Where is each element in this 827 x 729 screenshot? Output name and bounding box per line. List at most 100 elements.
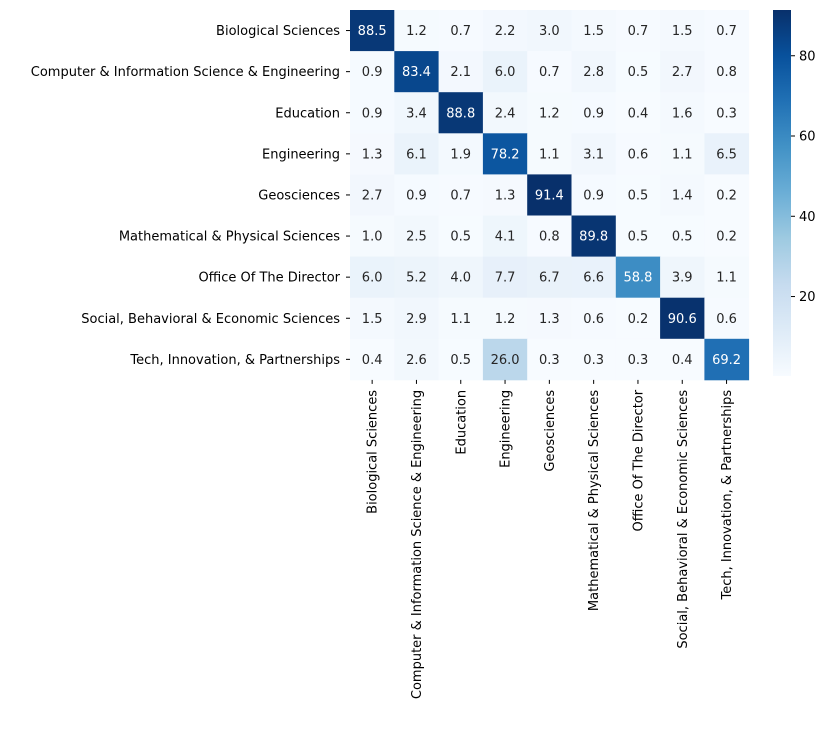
cell-value-label: 1.4 — [672, 188, 693, 203]
cell-value-label: 0.5 — [628, 230, 649, 245]
cell-value-label: 0.9 — [406, 188, 427, 203]
cell-value-label: 0.7 — [450, 24, 471, 39]
heatmap-cell — [482, 215, 528, 257]
heatmap-cell — [350, 10, 395, 52]
cell-value-label: 3.9 — [672, 271, 693, 286]
cell-value-label: 78.2 — [491, 147, 520, 162]
heatmap-cell — [660, 174, 705, 216]
heatmap-cell — [394, 174, 439, 216]
cell-value-label: 90.6 — [668, 312, 697, 327]
y-tick-label: Geosciences — [258, 188, 340, 203]
heatmap-cell — [438, 51, 484, 93]
heatmap-cell — [350, 51, 395, 93]
heatmap-cell — [571, 92, 617, 134]
cell-value-label: 6.5 — [716, 147, 737, 162]
cell-value-label: 0.8 — [539, 230, 560, 245]
heatmap-cell — [527, 51, 572, 93]
cell-value-label: 0.5 — [450, 230, 471, 245]
cell-value-label: 0.4 — [362, 353, 383, 368]
x-tick-label: Social, Behavioral & Economic Sciences — [676, 390, 691, 649]
cell-value-label: 0.2 — [716, 188, 737, 203]
cell-value-label: 1.1 — [672, 147, 693, 162]
heatmap-cell — [394, 256, 439, 299]
cell-value-label: 91.4 — [535, 188, 564, 203]
heatmap-cell — [350, 92, 395, 134]
heatmap-cell — [704, 338, 750, 381]
y-tick-label: Education — [275, 106, 340, 121]
x-tick-label: Tech, Innovation, & Partnerships — [720, 390, 735, 601]
heatmap-cell — [438, 338, 484, 381]
heatmap-cell — [438, 256, 484, 299]
colorbar-ticks: 20 40 60 80 — [791, 49, 816, 305]
heatmap-cell — [438, 297, 484, 340]
cell-value-label: 2.2 — [495, 24, 516, 39]
x-tick-label: Education — [454, 390, 469, 455]
heatmap-cell — [704, 51, 750, 93]
cell-value-label: 1.3 — [495, 188, 516, 203]
cell-value-label: 2.4 — [495, 106, 516, 121]
cell-value-label: 0.3 — [628, 353, 649, 368]
heatmap-cell — [571, 215, 617, 257]
cell-value-label: 88.8 — [446, 106, 475, 121]
cell-value-label: 2.9 — [406, 312, 427, 327]
cell-value-label: 58.8 — [623, 271, 652, 286]
cell-value-label: 0.8 — [716, 65, 737, 80]
heatmap-cell — [438, 92, 484, 134]
cell-value-label: 1.2 — [539, 106, 560, 121]
cell-value-label: 3.4 — [406, 106, 427, 121]
heatmap-cell — [571, 256, 617, 299]
y-tick-label: Mathematical & Physical Sciences — [119, 230, 340, 245]
cell-value-label: 1.0 — [362, 230, 383, 245]
heatmap-cell — [394, 10, 439, 52]
heatmap-cell — [571, 338, 617, 381]
cell-value-label: 6.6 — [583, 271, 604, 286]
heatmap-cell — [527, 92, 572, 134]
heatmap-cell — [527, 338, 572, 381]
heatmap-cell — [571, 174, 617, 216]
cell-value-label: 2.1 — [450, 65, 471, 80]
heatmap-cell — [660, 338, 705, 381]
y-tick-label: Social, Behavioral & Economic Sciences — [81, 312, 340, 327]
heatmap-cell — [482, 92, 528, 134]
heatmap-cell — [527, 10, 572, 52]
cell-value-label: 0.3 — [716, 106, 737, 121]
cell-value-label: 2.6 — [406, 353, 427, 368]
cell-value-label: 0.3 — [539, 353, 560, 368]
y-axis: Biological Sciences Computer & Informatio… — [31, 24, 350, 368]
heatmap-cell — [394, 338, 439, 381]
colorbar-gradient — [773, 10, 791, 376]
colorbar-tick-label: 40 — [799, 210, 816, 225]
heatmap-cell — [527, 133, 572, 175]
cell-value-label: 89.8 — [579, 230, 608, 245]
cell-value-label: 0.3 — [583, 353, 604, 368]
heatmap-cell — [527, 215, 572, 257]
cell-value-label: 1.3 — [362, 147, 383, 162]
heatmap-cell — [438, 133, 484, 175]
cell-value-label: 1.5 — [583, 24, 604, 39]
heatmap-cell — [394, 215, 439, 257]
cell-value-label: 0.5 — [450, 353, 471, 368]
heatmap-cell — [704, 174, 750, 216]
cell-value-label: 1.1 — [716, 271, 737, 286]
x-tick-label: Computer & Information Science & Enginee… — [410, 390, 425, 699]
cell-value-label: 0.4 — [672, 353, 693, 368]
cell-value-label: 1.2 — [495, 312, 516, 327]
heatmap-cell — [482, 297, 528, 340]
heatmap-cell — [660, 256, 705, 299]
heatmap-cell — [660, 10, 705, 52]
heatmap-cell — [704, 133, 750, 175]
cell-value-label: 1.9 — [450, 147, 471, 162]
cell-value-label: 1.5 — [672, 24, 693, 39]
cell-value-label: 0.5 — [628, 65, 649, 80]
heatmap-cell — [704, 10, 750, 52]
heatmap-cell — [350, 338, 395, 381]
cell-value-label: 1.2 — [406, 24, 427, 39]
heatmap-cell — [660, 133, 705, 175]
cell-value-label: 1.1 — [539, 147, 560, 162]
colorbar: 20 40 60 80 — [773, 10, 816, 376]
cell-value-label: 6.1 — [406, 147, 427, 162]
cell-value-label: 6.7 — [539, 271, 560, 286]
heatmap-cell — [704, 215, 750, 257]
cell-value-label: 0.6 — [716, 312, 737, 327]
